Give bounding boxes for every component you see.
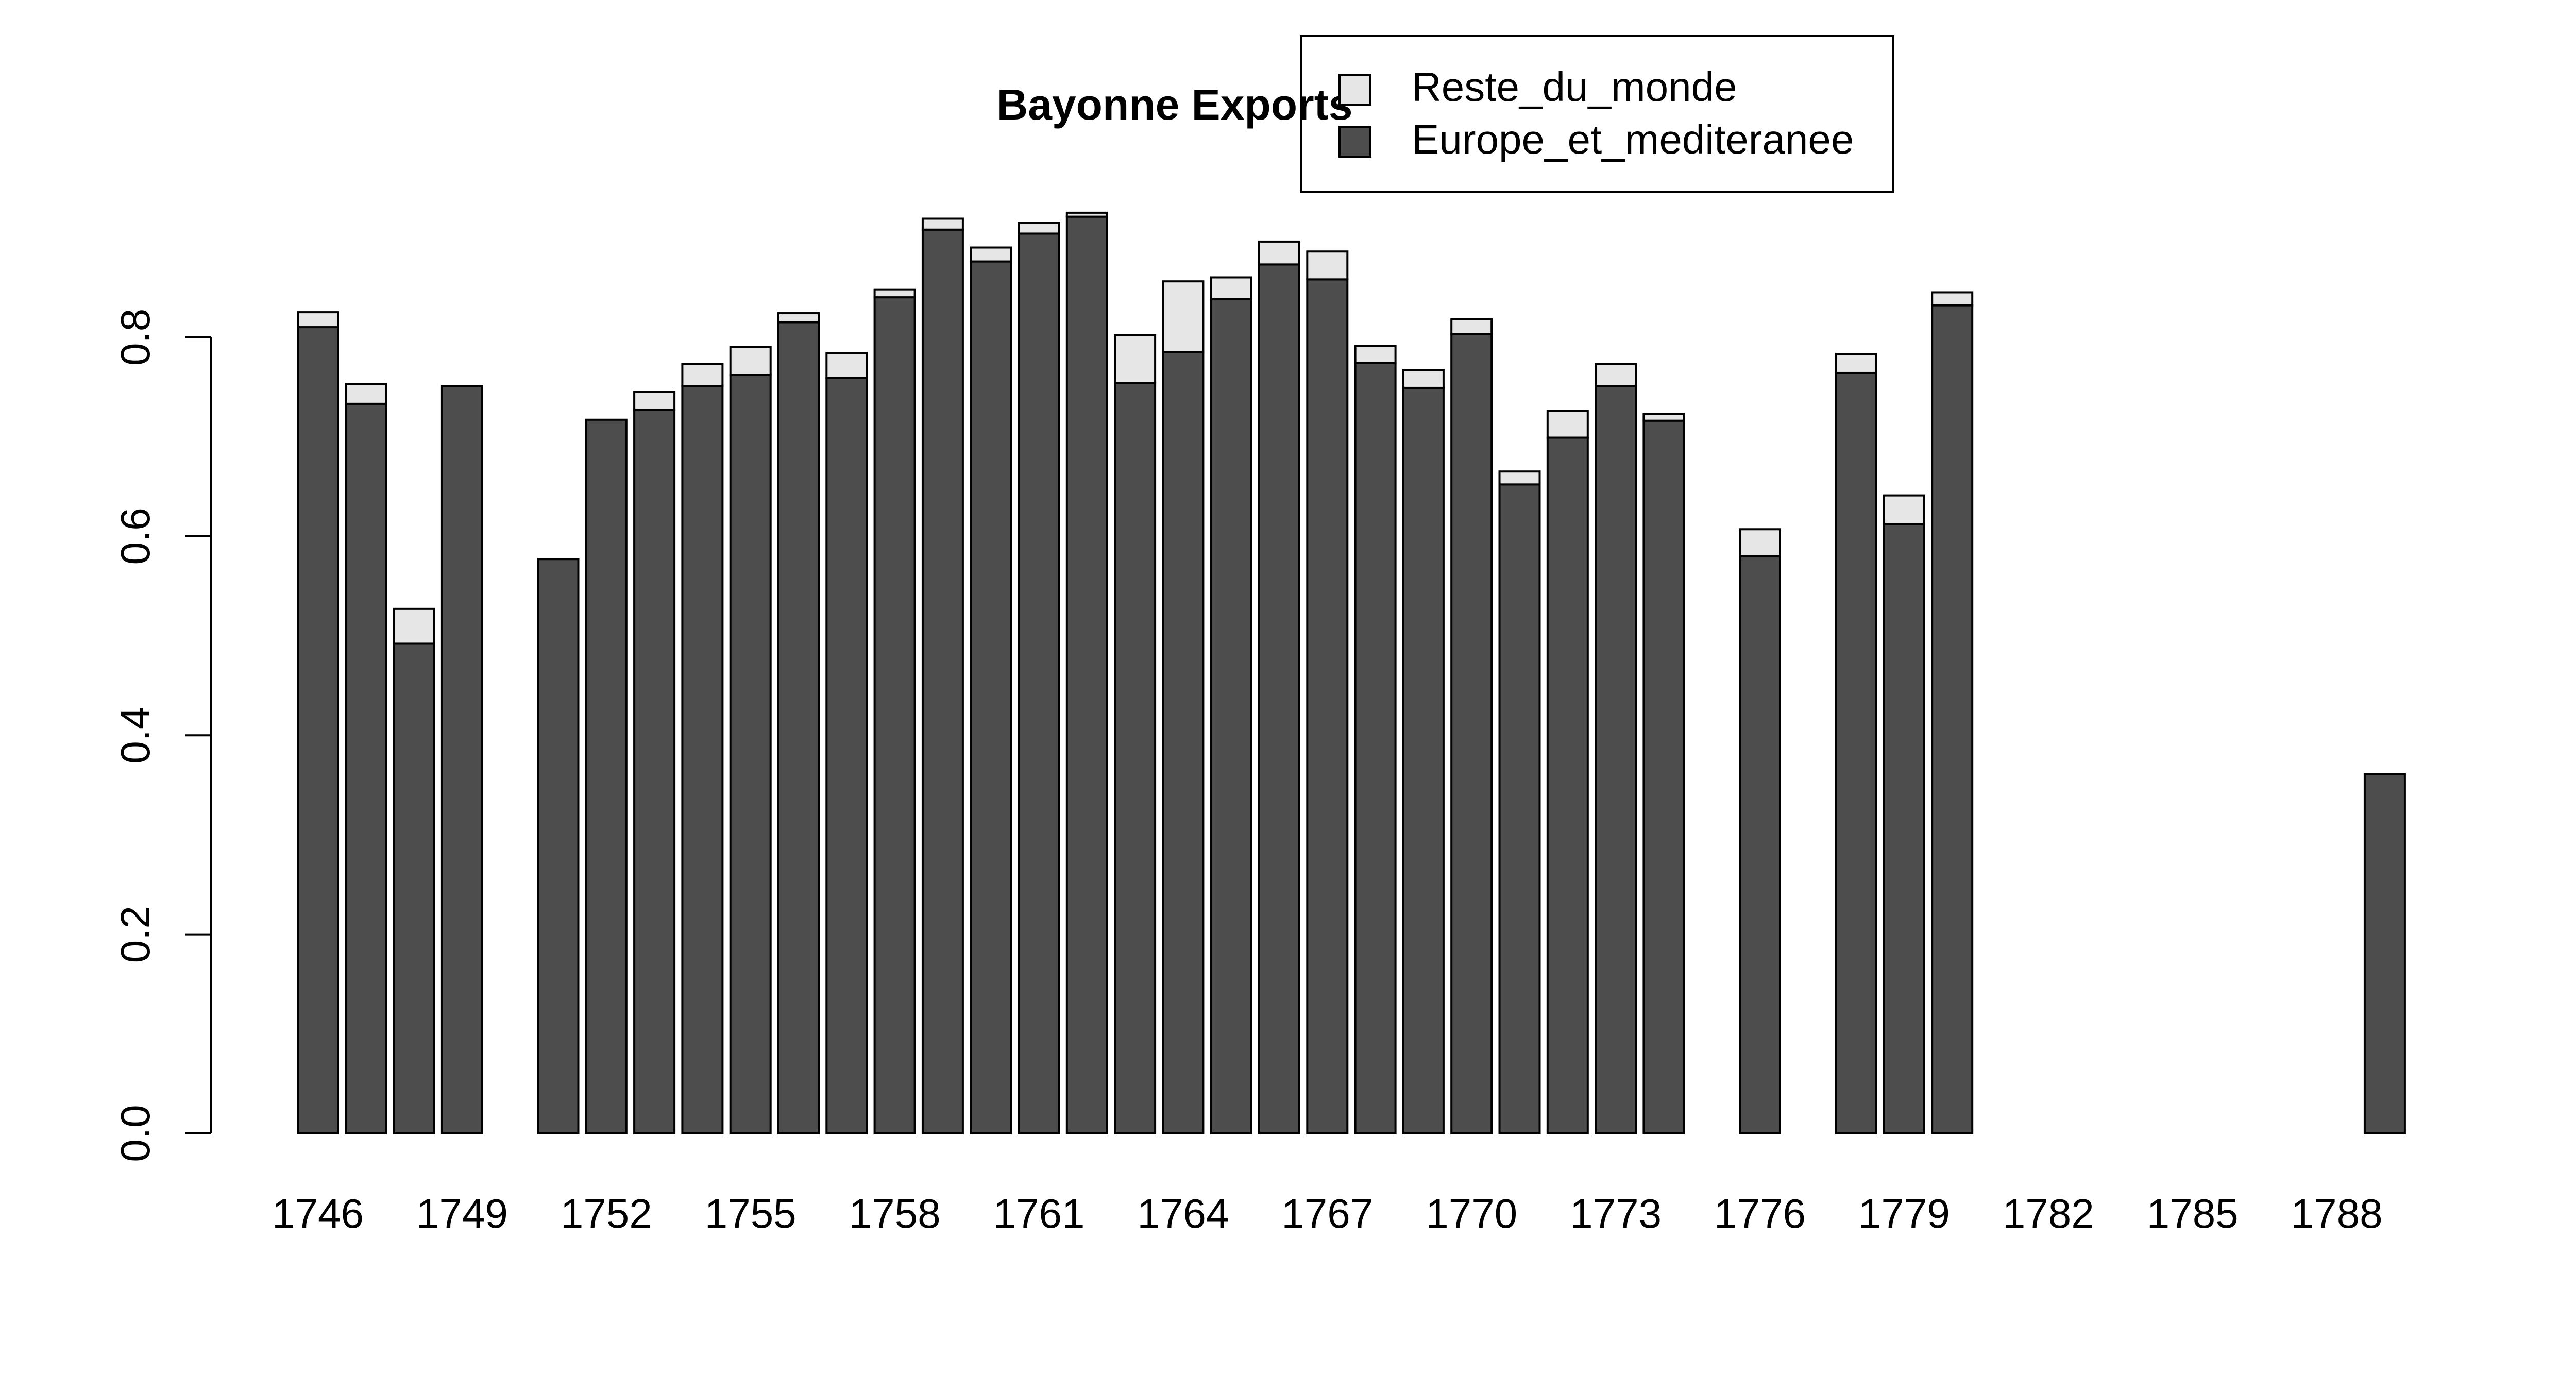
- x-tick-label: 1758: [849, 1191, 941, 1236]
- bar-reste-1755: [729, 346, 772, 376]
- bar-reste-1765: [1210, 276, 1252, 300]
- bar-europe-1751: [537, 558, 580, 1134]
- legend-label-reste: Reste_du_monde: [1412, 64, 1737, 110]
- y-tick-label: 0.4: [112, 707, 158, 764]
- legend-swatch-europe: [1338, 126, 1371, 158]
- bar-reste-1768: [1354, 345, 1397, 364]
- bar-reste-1769: [1402, 369, 1445, 389]
- bar-europe-1765: [1210, 298, 1252, 1134]
- x-tick-label: 1752: [561, 1191, 652, 1236]
- bar-reste-1766: [1258, 240, 1300, 266]
- chart-title: Bayonne Exports: [997, 80, 1353, 129]
- bar-europe-1753: [633, 409, 676, 1134]
- bar-reste-1764: [1162, 280, 1205, 353]
- bar-reste-1778: [1835, 353, 1877, 374]
- bar-europe-1771: [1498, 483, 1541, 1134]
- bar-reste-1776: [1739, 528, 1781, 557]
- bar-europe-1768: [1354, 362, 1397, 1135]
- bar-reste-1757: [825, 352, 868, 379]
- bar-europe-1762: [1065, 215, 1108, 1134]
- bar-europe-1764: [1162, 351, 1205, 1134]
- bars-group: [297, 211, 2406, 1135]
- x-tick-label: 1746: [272, 1191, 364, 1236]
- legend-box: [1300, 35, 1894, 193]
- x-tick-label: 1767: [1281, 1191, 1373, 1236]
- x-tick-label: 1764: [1137, 1191, 1229, 1236]
- legend-swatch-reste: [1338, 74, 1371, 106]
- x-tick-label: 1776: [1714, 1191, 1806, 1236]
- bar-europe-1756: [777, 321, 820, 1134]
- bar-europe-1789: [2363, 773, 2406, 1134]
- bar-europe-1766: [1258, 263, 1300, 1134]
- bar-reste-1761: [1018, 222, 1060, 235]
- bar-reste-1753: [633, 391, 676, 411]
- bar-reste-1770: [1450, 318, 1493, 335]
- bar-europe-1780: [1931, 304, 1974, 1134]
- bar-europe-1761: [1018, 232, 1060, 1134]
- bar-reste-1746: [297, 311, 339, 329]
- x-tick-label: 1782: [2003, 1191, 2094, 1236]
- x-tick-label: 1749: [416, 1191, 508, 1236]
- bar-europe-1760: [970, 260, 1012, 1134]
- bar-reste-1760: [970, 246, 1012, 263]
- x-tick-label: 1785: [2147, 1191, 2239, 1236]
- bar-reste-1748: [393, 607, 435, 645]
- bar-europe-1776: [1739, 555, 1781, 1134]
- y-tick-label: 0.2: [112, 906, 158, 963]
- bar-europe-1779: [1883, 523, 1925, 1135]
- bar-reste-1771: [1498, 470, 1541, 486]
- bar-europe-1757: [825, 377, 868, 1134]
- y-tick-label: 0.8: [112, 309, 158, 366]
- bar-reste-1747: [345, 383, 387, 405]
- bar-europe-1747: [345, 402, 387, 1134]
- bar-reste-1759: [921, 217, 964, 231]
- bar-reste-1754: [681, 363, 724, 387]
- bar-europe-1754: [681, 385, 724, 1134]
- x-tick-label: 1788: [2291, 1191, 2383, 1236]
- x-tick-label: 1779: [1858, 1191, 1950, 1236]
- bar-europe-1758: [873, 296, 916, 1134]
- x-axis: 1746 1749 1752 1755 1758 1761 1764 1767 1770 1773…: [272, 1191, 2383, 1236]
- bar-europe-1755: [729, 374, 772, 1134]
- y-tick-label: 0.0: [112, 1105, 158, 1162]
- bar-reste-1758: [873, 288, 916, 299]
- bar-europe-1752: [585, 418, 628, 1134]
- legend: Reste_du_monde Europe_et_mediteranee: [1300, 35, 1894, 193]
- bar-reste-1756: [777, 312, 820, 324]
- bar-europe-1763: [1114, 382, 1157, 1134]
- bar-reste-1763: [1114, 334, 1157, 384]
- x-tick-label: 1773: [1570, 1191, 1662, 1236]
- x-tick-label: 1770: [1426, 1191, 1517, 1236]
- bar-europe-1749: [440, 385, 483, 1134]
- bar-europe-1773: [1595, 385, 1637, 1134]
- bar-europe-1767: [1306, 278, 1349, 1134]
- bar-europe-1769: [1402, 386, 1445, 1134]
- bar-europe-1772: [1546, 436, 1589, 1134]
- bar-europe-1770: [1450, 333, 1493, 1134]
- bar-reste-1780: [1931, 291, 1974, 307]
- bar-reste-1762: [1065, 211, 1108, 218]
- bar-reste-1773: [1595, 363, 1637, 387]
- bar-reste-1767: [1306, 250, 1349, 281]
- bar-europe-1748: [393, 642, 435, 1135]
- bar-europe-1778: [1835, 371, 1877, 1134]
- legend-label-europe: Europe_et_mediteranee: [1412, 116, 1854, 162]
- bar-europe-1774: [1642, 419, 1685, 1134]
- bar-reste-1774: [1642, 413, 1685, 422]
- bar-reste-1772: [1546, 410, 1589, 439]
- y-axis: 0.0 0.2 0.4 0.6 0.8: [112, 309, 212, 1162]
- x-tick-label: 1761: [993, 1191, 1085, 1236]
- bar-reste-1779: [1883, 494, 1925, 525]
- bar-europe-1746: [297, 326, 339, 1135]
- bar-europe-1759: [921, 228, 964, 1134]
- x-tick-label: 1755: [705, 1191, 796, 1236]
- y-tick-label: 0.6: [112, 507, 158, 565]
